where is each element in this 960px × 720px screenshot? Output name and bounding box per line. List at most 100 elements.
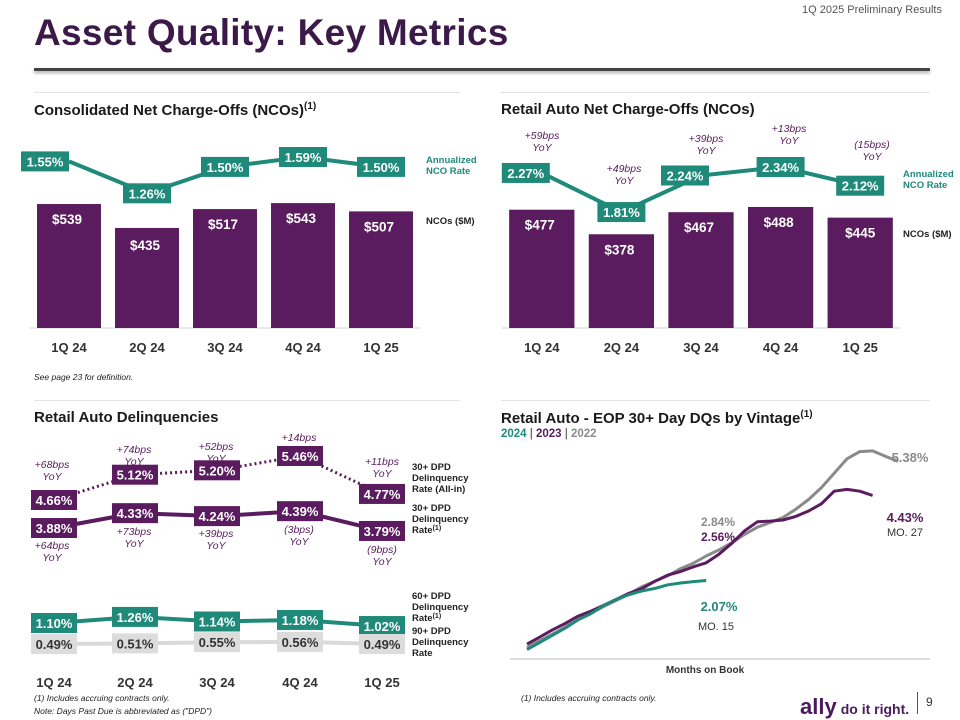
dpd30-allin-label-box	[359, 483, 405, 504]
legend-rate-line: NCO Rate	[426, 166, 470, 177]
dpd60-label-box	[31, 613, 77, 633]
report-label: 1Q 2025 Preliminary Results	[801, 4, 942, 16]
vintage-2023-end-label: 4.43%	[887, 510, 924, 525]
yoy-label: YoY	[289, 444, 309, 456]
legend-sep: |	[564, 428, 568, 440]
dpd30-label: 3.88%	[36, 521, 73, 536]
dpd30-allin-label: 5.12%	[117, 468, 154, 483]
rate-label: 2.34%	[762, 160, 799, 175]
x-tick-label: 3Q 24	[683, 340, 719, 355]
rate-label-box	[357, 156, 405, 177]
x-tick-label: 4Q 24	[763, 340, 799, 355]
dpd90-label-box	[359, 634, 405, 654]
legend-bars: NCOs ($M)	[903, 229, 952, 240]
dpd30-label-box	[112, 503, 158, 524]
logo-separator	[917, 692, 918, 714]
legend-dpd90-line: Delinquency	[412, 637, 469, 648]
legend-2024: 2024	[501, 428, 527, 440]
yoy-label: YoY	[372, 468, 392, 480]
x-tick-label: 1Q 24	[36, 675, 72, 690]
dpd60-label: 1.18%	[282, 613, 319, 628]
section-divider	[34, 400, 460, 401]
yoy-label: +11bps	[365, 456, 400, 468]
bar-label: $477	[525, 218, 555, 233]
dpd30-allin-label: 4.66%	[36, 493, 73, 508]
legend-2022: 2022	[571, 428, 597, 440]
legend-2023: 2023	[536, 428, 562, 440]
yoy-label: YoY	[206, 540, 226, 552]
legend-dpd30-allin-line: Delinquency	[412, 473, 469, 484]
rate-label-box	[597, 202, 646, 223]
rate-label: 1.26%	[129, 186, 166, 201]
x-tick-label: 1Q 24	[524, 340, 560, 355]
dpd30-allin-label: 4.77%	[364, 487, 401, 502]
x-tick-label: 1Q 25	[364, 675, 399, 690]
legend-rate-line: Annualized	[903, 169, 954, 180]
section-divider	[34, 92, 460, 93]
x-tick-label: 1Q 25	[363, 340, 398, 355]
dpd60-label: 1.02%	[364, 619, 401, 634]
dpd30-allin-label-box	[31, 490, 77, 510]
rate-label: 1.55%	[27, 154, 64, 169]
yoy-label: +68bps	[35, 459, 70, 471]
rate-label-box	[756, 157, 805, 177]
dpd90-label: 0.49%	[364, 637, 401, 652]
legend-dpd90-line: Rate	[412, 648, 433, 659]
yoy-label: YoY	[42, 552, 62, 564]
bar	[271, 203, 335, 328]
bar	[588, 234, 655, 328]
dpd30-allin-label-box	[194, 460, 240, 481]
x-tick-label: 3Q 24	[207, 340, 243, 355]
x-tick-label: 3Q 24	[199, 675, 235, 690]
dpd30-label: 4.24%	[199, 509, 236, 524]
vintage-line-2023	[526, 487, 874, 646]
bar-label: $435	[130, 238, 161, 253]
rate-label-box	[279, 147, 327, 167]
dpd60-label: 1.14%	[199, 614, 236, 629]
yoy-label: YoY	[372, 556, 392, 568]
legend-rate-line: NCO Rate	[903, 180, 947, 191]
yoy-label: YoY	[614, 175, 634, 187]
bar-label: $467	[684, 220, 714, 235]
x-tick-label: 1Q 24	[51, 340, 87, 355]
dpd90-label: 0.56%	[282, 635, 319, 650]
section-divider	[501, 92, 930, 93]
yoy-label: YoY	[862, 151, 882, 163]
bar	[37, 204, 101, 328]
bar	[193, 209, 257, 328]
vintage-dq-title: Retail Auto - EOP 30+ Day DQs by Vintage…	[501, 409, 813, 427]
retail-auto-delinquencies-title: Retail Auto Delinquencies	[34, 409, 219, 426]
rate-label-box	[123, 183, 171, 204]
section-divider	[501, 400, 930, 401]
x-tick-label: 2Q 24	[117, 675, 153, 690]
footnote-dpd: Note: Days Past Due is abbreviated as ("…	[34, 706, 212, 716]
bar-label: $378	[604, 242, 635, 257]
dpd60-label: 1.26%	[117, 610, 154, 625]
dpd60-label-box	[194, 611, 240, 632]
yoy-label: +52bps	[199, 441, 234, 453]
logo-brand: ally	[800, 694, 837, 719]
legend-dpd60-line: Delinquency	[412, 602, 469, 613]
retail-auto-nco-title: Retail Auto Net Charge-Offs (NCOs)	[501, 101, 755, 118]
dpd30-label-box	[31, 518, 77, 538]
dpd90-label: 0.51%	[117, 636, 154, 651]
legend-dpd60-line: 60+ DPD	[412, 591, 451, 602]
legend-sep: |	[529, 428, 533, 440]
rate-label-box	[661, 165, 709, 186]
yoy-label: YoY	[206, 453, 226, 465]
dpd30-label-box	[194, 506, 240, 527]
dpd60-label-box	[359, 616, 405, 637]
rate-label: 1.59%	[285, 150, 322, 165]
yoy-label: YoY	[696, 145, 716, 157]
dpd30-label-box	[277, 501, 323, 522]
yoy-label: YoY	[42, 471, 62, 483]
ally-logo: ally do it right.	[800, 694, 909, 720]
vintage-annotation: 2.56%	[701, 530, 735, 544]
dpd30-label: 4.39%	[282, 504, 319, 519]
legend-dpd30-allin-line: Rate (All-in)	[412, 484, 465, 495]
footnote-definition: See page 23 for definition.	[34, 372, 134, 382]
consolidated-nco-title: Consolidated Net Charge-Offs (NCOs)(1)	[34, 101, 317, 119]
dpd90-label-box	[194, 632, 240, 653]
vintage-line-2024	[526, 579, 707, 651]
